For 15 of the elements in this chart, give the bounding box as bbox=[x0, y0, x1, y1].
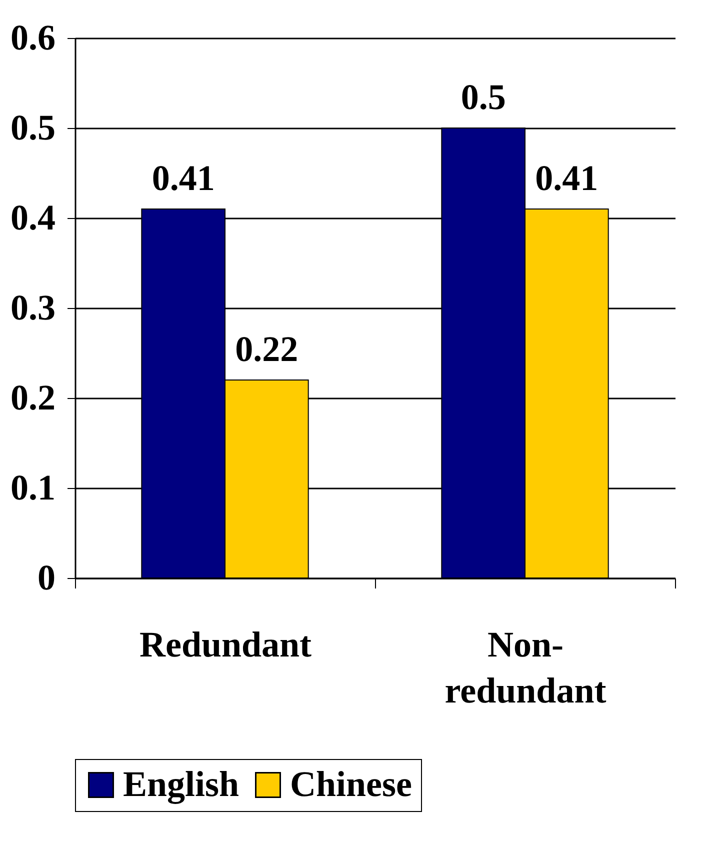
data-label: 0.5 bbox=[460, 77, 506, 117]
y-tick-label: 0 bbox=[38, 558, 56, 598]
data-label: 0.41 bbox=[535, 158, 598, 198]
legend-label: English bbox=[123, 764, 240, 804]
x-tick-label: Redundant bbox=[139, 624, 312, 664]
y-tick-label: 0.6 bbox=[10, 18, 56, 58]
y-tick-label: 0.3 bbox=[10, 288, 56, 328]
y-tick-label: 0.5 bbox=[10, 108, 56, 148]
x-tick-label: Non-redundant bbox=[444, 624, 606, 710]
data-label: 0.41 bbox=[152, 158, 215, 198]
y-tick-label: 0.2 bbox=[10, 378, 56, 418]
y-tick-label: 0.4 bbox=[10, 198, 56, 238]
data-label: 0.22 bbox=[235, 329, 298, 369]
y-tick-label: 0.1 bbox=[10, 468, 56, 508]
legend-label: Chinese bbox=[290, 764, 412, 804]
